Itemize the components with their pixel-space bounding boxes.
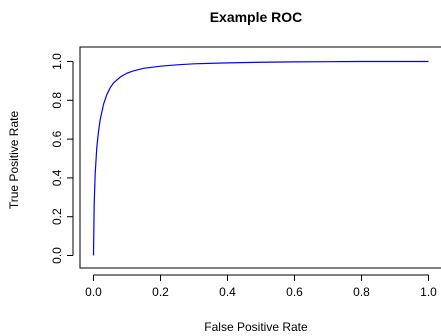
y-tick-label: 0.2 — [50, 208, 64, 225]
x-tick-label: 0.4 — [219, 285, 236, 299]
y-tick-label: 0.0 — [50, 247, 64, 264]
x-tick-label: 0.6 — [286, 285, 303, 299]
x-axis: 0.0 0.2 0.4 0.6 0.8 1.0 — [85, 274, 437, 299]
plot-frame — [79, 46, 441, 269]
x-tick-label: 0.2 — [152, 285, 169, 299]
x-axis-label: False Positive Rate — [204, 320, 308, 334]
roc-curve-line — [92, 60, 429, 256]
y-axis: 0.0 0.2 0.4 0.6 0.8 1.0 — [50, 53, 74, 264]
x-tick-label: 0.8 — [353, 285, 370, 299]
y-tick-label: 0.8 — [50, 92, 64, 109]
series-layer — [92, 60, 429, 256]
x-tick-label: 0.0 — [85, 285, 102, 299]
chart-title: Example ROC — [210, 9, 303, 25]
y-tick-label: 1.0 — [50, 53, 64, 70]
y-axis-label: True Positive Rate — [7, 111, 21, 210]
y-tick-label: 0.4 — [50, 169, 64, 186]
x-tick-label: 1.0 — [420, 285, 437, 299]
y-tick-label: 0.6 — [50, 130, 64, 147]
